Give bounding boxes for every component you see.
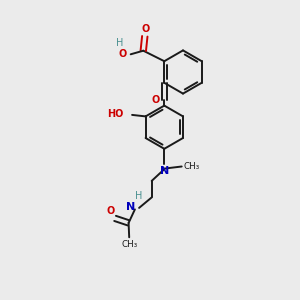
Text: CH₃: CH₃	[183, 162, 200, 171]
Text: O: O	[119, 49, 127, 59]
Text: CH₃: CH₃	[121, 240, 137, 249]
Text: O: O	[141, 24, 149, 34]
Text: N: N	[126, 202, 135, 212]
Text: O: O	[107, 206, 115, 216]
Text: H: H	[135, 191, 143, 201]
Text: H: H	[116, 38, 123, 48]
Text: HO: HO	[107, 109, 124, 119]
Text: O: O	[152, 94, 160, 105]
Text: N: N	[160, 166, 169, 176]
